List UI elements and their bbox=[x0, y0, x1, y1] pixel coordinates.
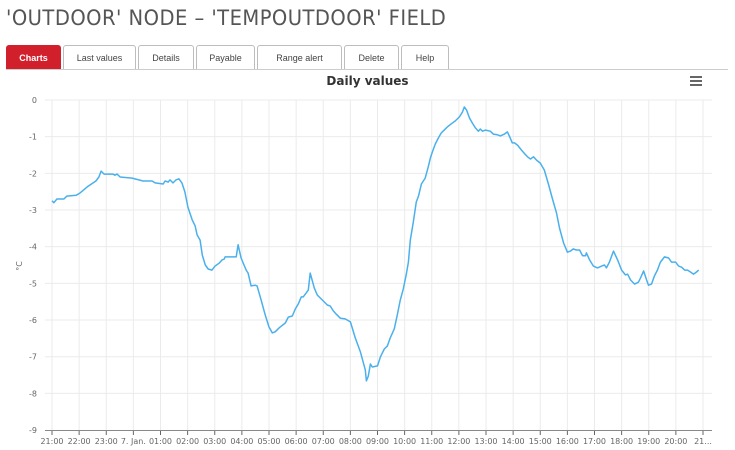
tab-range-alert[interactable]: Range alert bbox=[257, 45, 342, 69]
y-tick-label: -5 bbox=[29, 279, 37, 288]
x-axis: 21:00 22:00 23:00 7. Jan. 01:00 02:00 03:00 04:… bbox=[40, 430, 712, 446]
x-tick-label: 22:00 bbox=[68, 437, 91, 446]
tab-payable[interactable]: Payable bbox=[196, 45, 255, 69]
x-tick-label: 7. Jan. bbox=[121, 437, 146, 446]
x-tick-label: 10:00 bbox=[393, 437, 416, 446]
temperature-series-line bbox=[51, 106, 700, 382]
y-tick-label: 0 bbox=[32, 96, 37, 105]
tab-details[interactable]: Details bbox=[138, 45, 194, 69]
tab-bar: Charts Last values Details Payable Range ale… bbox=[6, 45, 451, 69]
y-tick-label: -9 bbox=[29, 426, 37, 435]
y-tick-label: -7 bbox=[29, 353, 37, 362]
y-tick-label: -3 bbox=[29, 206, 37, 215]
x-tick-label: 17:00 bbox=[583, 437, 606, 446]
y-tick-label: -2 bbox=[29, 169, 37, 178]
x-tick-label: 03:00 bbox=[203, 437, 226, 446]
x-tick-label: 09:00 bbox=[366, 437, 389, 446]
y-axis-label: °C bbox=[15, 261, 24, 271]
x-tick-label: 12:00 bbox=[447, 437, 470, 446]
x-tick-label: 04:00 bbox=[230, 437, 253, 446]
tab-help[interactable]: Help bbox=[401, 45, 449, 69]
tab-bar-divider bbox=[6, 69, 728, 70]
x-tick-label: 16:00 bbox=[556, 437, 579, 446]
x-tick-label: 11:00 bbox=[420, 437, 443, 446]
x-tick-label: 21... bbox=[694, 437, 712, 446]
x-tick-label: 02:00 bbox=[176, 437, 199, 446]
x-tick-label: 01:00 bbox=[149, 437, 172, 446]
x-tick-label: 23:00 bbox=[95, 437, 118, 446]
chart-grid bbox=[45, 99, 712, 430]
y-axis: 0 -1 -2 -3 -4 -5 -6 -7 -8 -9 bbox=[29, 96, 37, 435]
tab-delete[interactable]: Delete bbox=[344, 45, 399, 69]
x-tick-label: 14:00 bbox=[502, 437, 525, 446]
y-tick-label: -6 bbox=[29, 316, 37, 325]
x-tick-label: 20:00 bbox=[664, 437, 687, 446]
y-tick-label: -8 bbox=[29, 389, 37, 398]
tab-charts[interactable]: Charts bbox=[6, 45, 61, 69]
hamburger-menu-icon[interactable] bbox=[690, 76, 702, 88]
x-tick-label: 18:00 bbox=[610, 437, 633, 446]
tab-last-values[interactable]: Last values bbox=[63, 45, 136, 69]
x-tick-label: 06:00 bbox=[285, 437, 308, 446]
x-tick-label: 19:00 bbox=[637, 437, 660, 446]
x-tick-label: 21:00 bbox=[40, 437, 63, 446]
x-tick-label: 08:00 bbox=[339, 437, 362, 446]
x-tick-label: 15:00 bbox=[529, 437, 552, 446]
y-tick-label: -1 bbox=[29, 133, 37, 142]
x-tick-label: 13:00 bbox=[474, 437, 497, 446]
x-tick-label: 05:00 bbox=[257, 437, 280, 446]
chart-title: Daily values bbox=[326, 74, 409, 88]
y-tick-label: -4 bbox=[29, 243, 37, 252]
page-title: 'OUTDOOR' NODE – 'TEMPOUTDOOR' FIELD bbox=[6, 6, 447, 30]
x-tick-label: 07:00 bbox=[312, 437, 335, 446]
